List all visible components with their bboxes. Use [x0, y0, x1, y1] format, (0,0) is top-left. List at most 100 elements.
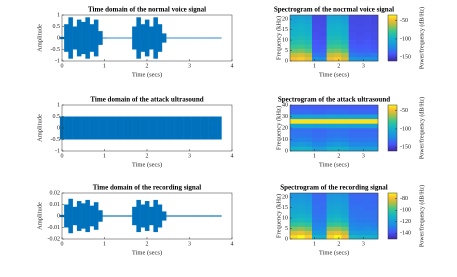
spectrogram-cell	[297, 123, 305, 129]
spectrogram-cell	[290, 27, 298, 33]
colorbar-tick-label: -50	[400, 108, 408, 114]
spectrogram-cell	[370, 193, 379, 198]
spectrogram-cell	[319, 128, 327, 133]
spectrogram-cell	[312, 105, 320, 110]
x-tick-label: 2	[337, 63, 340, 69]
x-axis-label: Time (secs)	[132, 249, 162, 256]
x-axis-label: Time (secs)	[319, 71, 349, 78]
spectrogram-cell	[370, 35, 379, 41]
spectrogram-cell	[304, 137, 313, 143]
spectrogram-cell	[370, 109, 379, 115]
spectrogram-cell	[334, 123, 342, 129]
y-tick-label: 15	[282, 205, 288, 211]
spectrogram-cell	[356, 105, 364, 110]
x-axis-label: Time (secs)	[132, 161, 162, 168]
spectrogram-cell	[304, 234, 313, 240]
spectrogram-cell	[312, 226, 320, 231]
spectrogram-cell	[334, 218, 342, 223]
spectrogram-cell	[326, 35, 335, 41]
spectrogram-cell	[326, 205, 335, 211]
spectrogram-cell	[290, 146, 298, 152]
waveform-segment	[110, 215, 116, 217]
spectrogram-cell	[290, 193, 298, 198]
spectrogram-cell	[290, 222, 298, 227]
waveform-segment	[195, 215, 201, 217]
spectrogram-cell	[363, 222, 371, 227]
waveform-segment	[102, 116, 107, 140]
spectrogram-cell	[326, 118, 335, 124]
spectrogram-cell	[304, 19, 313, 24]
spectrogram-cell	[326, 201, 335, 206]
waveform-segment	[174, 37, 180, 39]
waveform-segment	[187, 215, 192, 217]
spectrogram-cell	[348, 48, 357, 53]
spectrogram-cell	[319, 52, 327, 58]
y-tick-label: 1	[57, 12, 60, 18]
spectrogram-cell	[334, 230, 342, 236]
spectrogram-cell	[304, 222, 313, 227]
waveform-segment	[115, 116, 120, 140]
spectrogram-cell	[348, 230, 357, 236]
spectrogram-cell	[370, 44, 379, 49]
y-tick-label: 15	[282, 27, 288, 33]
x-tick-label: 1	[313, 241, 316, 247]
spectrogram-cell	[348, 23, 357, 28]
spectrogram-cell	[297, 197, 305, 202]
waveform-segment	[98, 116, 103, 140]
spectrogram-cell	[312, 27, 320, 33]
spectrogram-cell	[363, 213, 371, 219]
waveform-segment	[187, 37, 192, 39]
spectrogram-cell	[304, 48, 313, 53]
y-tick-label: 0.5	[53, 24, 61, 30]
waveform-segment	[93, 116, 99, 140]
spectrogram-cell	[319, 146, 327, 152]
spectrogram-cell	[326, 222, 335, 227]
colorbar-tick-label: -150	[400, 55, 411, 61]
x-tick-label: 3	[188, 63, 191, 69]
spectrogram-cell	[290, 209, 298, 215]
spectrogram-cell	[290, 230, 298, 236]
spectrogram-cell	[319, 118, 327, 124]
spectrogram-cell	[304, 193, 313, 198]
y-axis-label: Amplitude	[36, 202, 43, 230]
spectrogram-cell	[348, 213, 357, 219]
colorbar-label: Power/frequency (dB/Hz)	[418, 185, 425, 247]
spectrogram-cell	[370, 230, 379, 236]
spectrogram-cell	[341, 141, 349, 147]
spectrogram-cell	[341, 27, 349, 33]
spectrogram-cell	[319, 137, 327, 143]
waveform-segment	[72, 116, 78, 140]
waveform-segment	[85, 17, 90, 59]
waveform-segment	[140, 24, 146, 52]
spectrogram-cell	[304, 31, 313, 37]
spectrogram-cell	[363, 31, 371, 37]
waveform-segment	[110, 116, 116, 140]
spectrogram-cell	[304, 114, 313, 120]
waveform-segment	[89, 116, 95, 140]
spectrogram-cell	[341, 197, 349, 202]
waveform-segment	[98, 210, 103, 222]
spectrogram-cell	[290, 118, 298, 124]
waveform-panel: 0 1 2 3 4 -1 -0.5 0 0.5 1 Time domain of the norma…	[36, 6, 233, 79]
spectrogram-cell	[356, 40, 364, 45]
y-tick-label: 0	[57, 213, 60, 219]
spectrogram-cell	[370, 234, 379, 240]
spectrogram-cell	[356, 137, 364, 143]
spectrogram-cell	[319, 209, 327, 215]
waveform-segment	[191, 37, 197, 39]
spectrogram-panel: -150-100-50 Power/frequency (dB/Hz)1 2 3010…	[275, 96, 425, 169]
spectrogram-cell	[312, 141, 320, 147]
spectrogram-cell	[326, 146, 335, 152]
waveform-segment	[212, 37, 218, 39]
x-tick-label: 0	[61, 241, 64, 247]
colorbar-tick-label: -100	[400, 126, 411, 132]
spectrogram-cell	[297, 234, 305, 240]
spectrogram-cell	[334, 35, 342, 41]
waveform-segment	[76, 116, 82, 140]
spectrogram-cell	[348, 218, 357, 223]
spectrogram-cell	[304, 201, 313, 206]
spectrogram-cell	[297, 209, 305, 215]
spectrogram-cell	[348, 109, 357, 115]
spectrogram-cell	[363, 132, 371, 138]
spectrogram-cell	[290, 40, 298, 45]
